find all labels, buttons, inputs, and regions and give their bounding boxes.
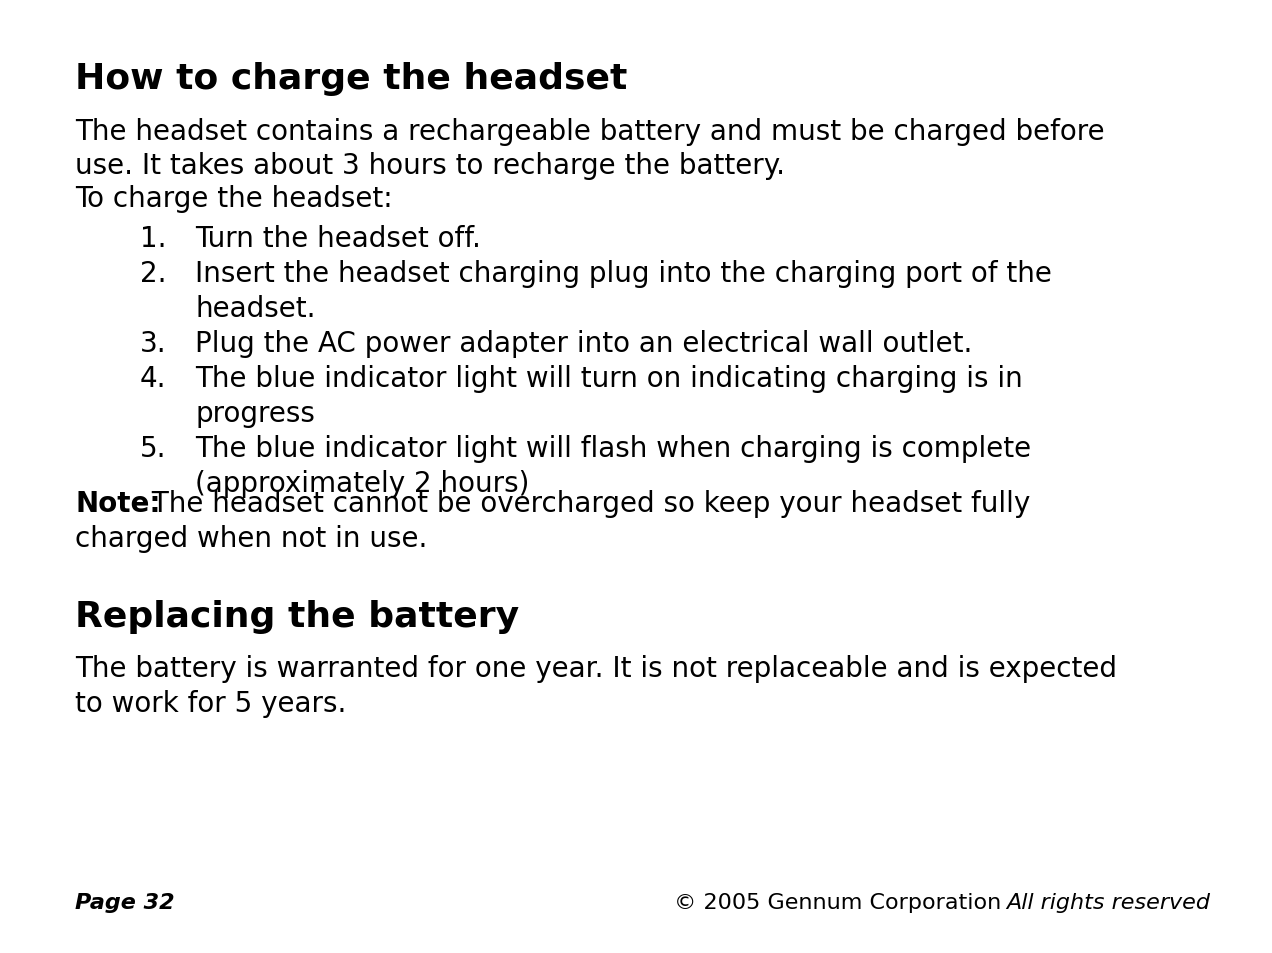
Text: 1.: 1. [140, 225, 167, 253]
Text: Note:: Note: [75, 490, 160, 517]
Text: headset.: headset. [195, 294, 315, 323]
Text: The battery is warranted for one year. It is not replaceable and is expected: The battery is warranted for one year. I… [75, 655, 1117, 682]
Text: Insert the headset charging plug into the charging port of the: Insert the headset charging plug into th… [195, 260, 1052, 288]
Text: The headset contains a rechargeable battery and must be charged before: The headset contains a rechargeable batt… [75, 118, 1104, 146]
Text: How to charge the headset: How to charge the headset [75, 62, 627, 96]
Text: Plug the AC power adapter into an electrical wall outlet.: Plug the AC power adapter into an electr… [195, 330, 972, 357]
Text: Turn the headset off.: Turn the headset off. [195, 225, 481, 253]
Text: Page 32: Page 32 [75, 892, 174, 912]
Text: progress: progress [195, 399, 315, 428]
Text: use. It takes about 3 hours to recharge the battery.: use. It takes about 3 hours to recharge … [75, 152, 785, 180]
Text: The blue indicator light will flash when charging is complete: The blue indicator light will flash when… [195, 435, 1032, 462]
Text: charged when not in use.: charged when not in use. [75, 524, 427, 553]
Text: 3.: 3. [140, 330, 167, 357]
Text: 5.: 5. [140, 435, 167, 462]
Text: 4.: 4. [140, 365, 167, 393]
Text: to work for 5 years.: to work for 5 years. [75, 689, 346, 718]
Text: The headset cannot be overcharged so keep your headset fully: The headset cannot be overcharged so kee… [142, 490, 1030, 517]
Text: (approximately 2 hours): (approximately 2 hours) [195, 470, 529, 497]
Text: 2.: 2. [140, 260, 167, 288]
Text: Replacing the battery: Replacing the battery [75, 599, 519, 634]
Text: To charge the headset:: To charge the headset: [75, 185, 393, 213]
Text: All rights reserved: All rights reserved [1006, 892, 1210, 912]
Text: The blue indicator light will turn on indicating charging is in: The blue indicator light will turn on in… [195, 365, 1023, 393]
Text: © 2005 Gennum Corporation: © 2005 Gennum Corporation [673, 892, 1015, 912]
